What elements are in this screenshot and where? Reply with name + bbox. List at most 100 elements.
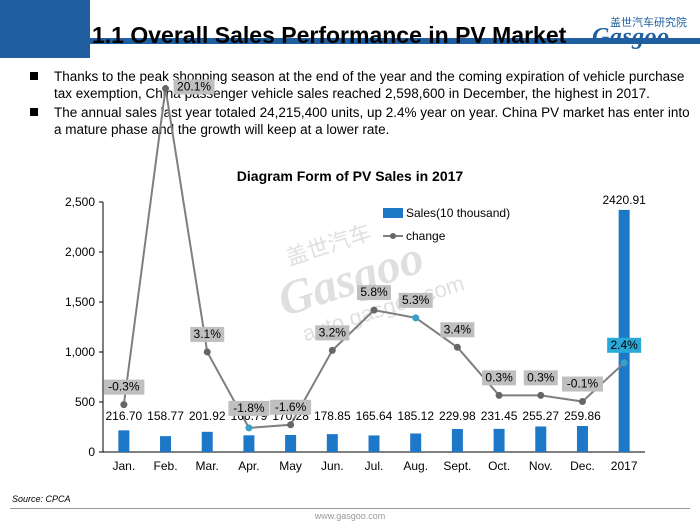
x-tick-label: Mar. (196, 459, 219, 473)
header-accent-block (0, 0, 90, 58)
change-label-box (398, 292, 433, 308)
bullet-square-icon (30, 72, 38, 80)
y-tick-label: 1,000 (65, 345, 95, 359)
change-label-box (607, 337, 642, 353)
change-label: 2.4% (610, 338, 638, 352)
x-tick-label: Feb. (154, 459, 178, 473)
logo-cn-text: 盖世汽车研究院 (610, 17, 687, 29)
bar (410, 433, 422, 452)
change-point (412, 314, 420, 322)
legend-bar-swatch (383, 208, 403, 218)
bar (493, 428, 505, 452)
change-label-box (561, 376, 603, 392)
bar-value-label: 2420.91 (602, 193, 646, 207)
bar (285, 434, 297, 452)
change-label-box (270, 399, 312, 415)
change-point (245, 424, 253, 432)
bar-value-label: 165.64 (356, 409, 393, 423)
change-point (370, 306, 378, 314)
change-label-box (482, 370, 517, 386)
x-tick-label: Apr. (238, 459, 259, 473)
x-tick-label: Nov. (529, 459, 553, 473)
change-point (120, 401, 128, 409)
change-label: -0.3% (108, 380, 140, 394)
change-label: -0.1% (567, 377, 599, 391)
bar (451, 429, 463, 452)
bar (368, 435, 380, 452)
change-label: 3.2% (319, 325, 347, 339)
change-label: 20.1% (177, 79, 211, 93)
footer-divider (10, 508, 690, 509)
slide-header: 1.1 Overall Sales Performance in PV Mark… (0, 0, 700, 60)
x-tick-label: Jan. (113, 459, 136, 473)
footer-url: www.gasgoo.com (314, 511, 386, 521)
bullet-square-icon (30, 108, 38, 116)
bar-value-label: 259.86 (564, 409, 601, 423)
change-label: 0.3% (485, 370, 513, 384)
change-label-box (440, 322, 475, 338)
bar-value-label: 201.92 (189, 409, 226, 423)
watermark: 盖世汽车 Gasgoo auto.gasgoo.com (272, 220, 468, 346)
gasgoo-logo: 盖世汽车研究院 Gasgoo (586, 14, 696, 54)
change-label: -1.6% (275, 400, 307, 414)
y-tick-label: 1,500 (65, 295, 95, 309)
slide-title: 1.1 Overall Sales Performance in PV Mark… (92, 22, 567, 48)
bar (243, 435, 255, 452)
y-tick-label: 2,000 (65, 245, 95, 259)
change-label: 5.3% (402, 293, 430, 307)
change-label: 3.4% (444, 322, 472, 336)
x-tick-label: 2017 (611, 459, 638, 473)
bar-value-label: 229.98 (439, 409, 476, 423)
bar-series (118, 209, 630, 452)
y-tick-label: 500 (75, 395, 95, 409)
change-label-box (315, 325, 350, 341)
change-point (453, 343, 461, 351)
bar (201, 431, 213, 452)
header-accent-line (0, 38, 700, 44)
change-point (162, 84, 170, 92)
change-label-box (228, 400, 270, 416)
line-series (120, 84, 628, 432)
bar (118, 430, 130, 452)
x-tick-label: Jun. (321, 459, 344, 473)
bar (326, 434, 338, 452)
data-labels: 216.70 158.77 201.92 166.79 170.28 178.85 165.… (103, 79, 646, 423)
change-point (287, 421, 295, 429)
change-point (537, 391, 545, 399)
change-label: 0.3% (527, 370, 555, 384)
bar (535, 426, 547, 452)
bar (618, 209, 630, 452)
change-point (495, 391, 503, 399)
bar-value-label: 178.85 (314, 409, 351, 423)
change-point (203, 348, 211, 356)
bar (576, 426, 588, 452)
change-label-box (173, 79, 215, 95)
x-tick-label: Dec. (570, 459, 595, 473)
y-tick-label: 2,500 (65, 195, 95, 209)
bar-value-label: 185.12 (397, 409, 434, 423)
bullet-text: The annual sales last year totaled 24,21… (54, 105, 690, 137)
change-label-box (190, 326, 225, 342)
change-label-box (103, 379, 145, 395)
change-label-box (523, 370, 558, 386)
y-tick-label: 0 (88, 445, 95, 459)
x-tick-label: Oct. (488, 459, 510, 473)
legend-line-marker (390, 233, 396, 239)
change-label-box (357, 285, 391, 301)
bar-value-label: 255.27 (522, 409, 559, 423)
change-point (328, 346, 336, 354)
chart-title: Diagram Form of PV Sales in 2017 (236, 168, 464, 184)
bar-value-label: 158.77 (147, 409, 184, 423)
x-tick-label: Jul. (365, 459, 384, 473)
x-tick-label: May (279, 459, 302, 473)
bar (160, 436, 172, 452)
x-tick-label: Sept. (443, 459, 471, 473)
logo-en-text: Gasgoo (592, 24, 670, 50)
change-label: 5.8% (360, 285, 388, 299)
change-point (620, 359, 628, 367)
bullet-item: The annual sales last year totaled 24,21… (20, 104, 690, 138)
change-label: -1.8% (233, 401, 265, 415)
change-point (578, 398, 586, 406)
chart-legend: Sales(10 thousand) change (383, 206, 510, 243)
